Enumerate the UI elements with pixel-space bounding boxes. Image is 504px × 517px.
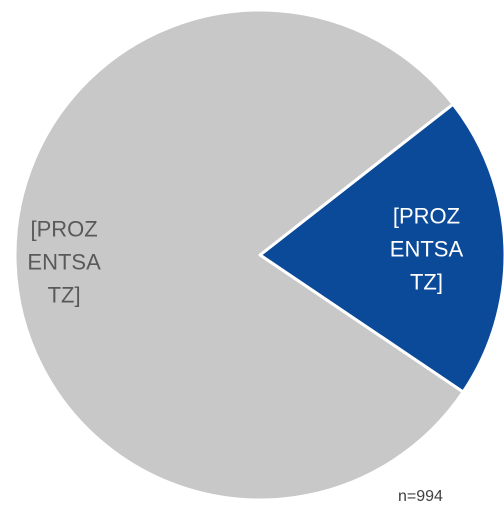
pie-slice bbox=[258, 102, 504, 394]
annotation: n=994 bbox=[398, 488, 443, 505]
pie-slice bbox=[13, 8, 465, 502]
data-label: [PROZENTSATZ] bbox=[389, 203, 464, 295]
data-label: [PROZENTSATZ] bbox=[27, 216, 101, 308]
